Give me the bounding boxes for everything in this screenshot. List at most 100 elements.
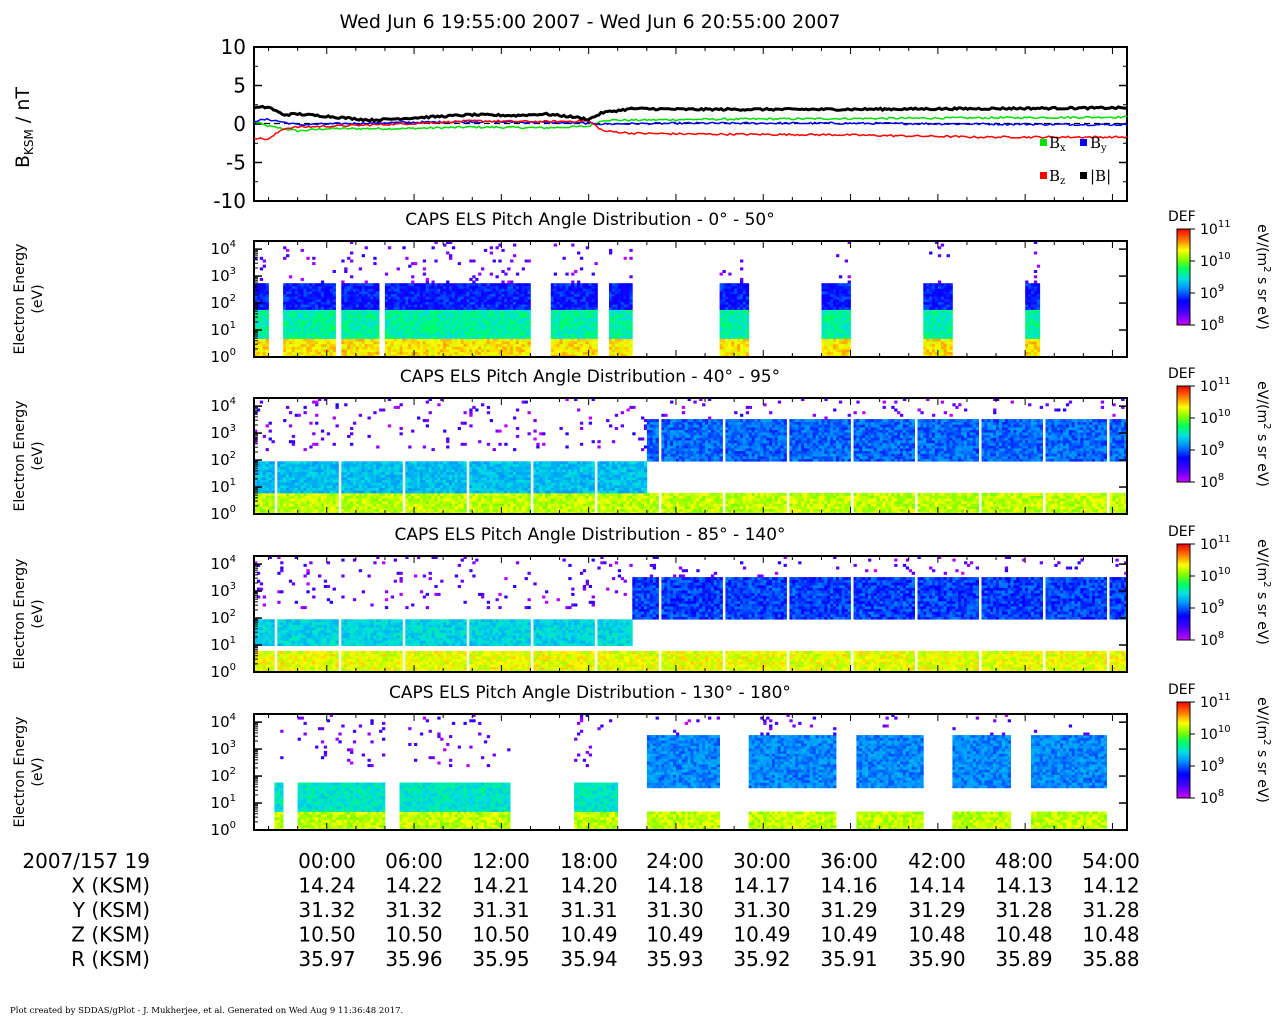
spec-cell [528, 328, 531, 331]
spec-cell [728, 302, 731, 305]
spec-cell [394, 289, 397, 292]
spec-cell [824, 325, 827, 328]
spec-cell [824, 347, 827, 350]
spec-cell [405, 325, 408, 328]
spec-cell [565, 347, 568, 350]
spec-cell [519, 286, 522, 289]
spec-cell [260, 299, 263, 302]
spec-cell [312, 432, 315, 435]
spec-cell [822, 302, 825, 305]
spec-cell [306, 336, 309, 339]
spec-cell [947, 323, 950, 326]
spec-cell [356, 318, 359, 321]
spec-cell [574, 325, 577, 328]
spec-cell [472, 281, 475, 284]
spec-cell [615, 320, 618, 323]
spec-cell [289, 490, 292, 493]
spec-cell [490, 286, 493, 289]
spec-cell [405, 296, 408, 299]
mag-y-label: BKSM / nT [12, 87, 36, 168]
spec-cell [397, 328, 400, 331]
spec-cell [743, 318, 746, 321]
spec-cell [1031, 323, 1034, 326]
spec-cell [845, 336, 848, 339]
spec-cell [353, 291, 356, 294]
spec-cell [923, 339, 926, 342]
spec-cell [510, 312, 513, 315]
spec-cell [466, 349, 469, 352]
spec-cell [466, 336, 469, 339]
spec-cell [461, 312, 464, 315]
spec-cell [446, 328, 449, 331]
spec-cell [746, 352, 749, 355]
spec-cell [312, 472, 315, 475]
spec-cell [481, 296, 484, 299]
spec-cell [376, 289, 379, 292]
spec-cell [1034, 347, 1037, 350]
spec-cell [929, 252, 932, 255]
spec-cell [306, 488, 309, 491]
spec-cell [577, 286, 580, 289]
spec-cell [455, 299, 458, 302]
spec-cell [376, 312, 379, 315]
spec-cell [516, 339, 519, 342]
spec-cell [466, 302, 469, 305]
spec-cell [309, 344, 312, 347]
spec-cell [720, 318, 723, 321]
spec-cell [376, 333, 379, 336]
spec-cell [507, 318, 510, 321]
spec-cell [298, 498, 301, 501]
spec-cell [458, 323, 461, 326]
spec-cell [292, 496, 295, 499]
spec-cell [414, 299, 417, 302]
spec-cell [356, 289, 359, 292]
spec-cell [405, 257, 408, 260]
spec-cell [589, 323, 592, 326]
spec-cell [434, 307, 437, 310]
spec-cell [260, 310, 263, 313]
spec-cell [341, 286, 344, 289]
spec-cell [478, 339, 481, 342]
spec-cell [283, 488, 286, 491]
spec-cell [720, 344, 723, 347]
spec-cell [432, 291, 435, 294]
spec-cell [333, 304, 336, 307]
spec-cell [938, 328, 941, 331]
spec-cell [481, 341, 484, 344]
spec-cell [385, 344, 388, 347]
spec-cell [272, 493, 275, 496]
spec-cell [504, 344, 507, 347]
spec-cell [720, 304, 723, 307]
spec-cell [286, 291, 289, 294]
spec-cell [827, 304, 830, 307]
spec-cell [315, 318, 318, 321]
spec-cell [370, 320, 373, 323]
spec-cell [327, 341, 330, 344]
spec-cell [1037, 352, 1040, 355]
spec-cell [405, 323, 408, 326]
spec-cell [449, 294, 452, 297]
spec-cell [455, 296, 458, 299]
spec-cell [391, 341, 394, 344]
spec-cell [493, 294, 496, 297]
spec-cell [309, 315, 312, 318]
spec-cell [466, 323, 469, 326]
spec-cell [926, 318, 929, 321]
spec-cell [280, 477, 283, 480]
spec-cell [359, 294, 362, 297]
spec-cell [720, 320, 723, 323]
spec-cell [493, 302, 496, 305]
spec-cell [347, 320, 350, 323]
spec-cell [295, 344, 298, 347]
spec-cell [324, 331, 327, 334]
spec-cell [283, 333, 286, 336]
spec-cell [304, 488, 307, 491]
spec-cell [266, 336, 269, 339]
spec-cell [740, 283, 743, 286]
spec-cell [938, 310, 941, 313]
spec-cell [1037, 286, 1040, 289]
spec-cell [490, 344, 493, 347]
spec-cell [740, 318, 743, 321]
spec-cell [344, 323, 347, 326]
spec-cell [824, 296, 827, 299]
